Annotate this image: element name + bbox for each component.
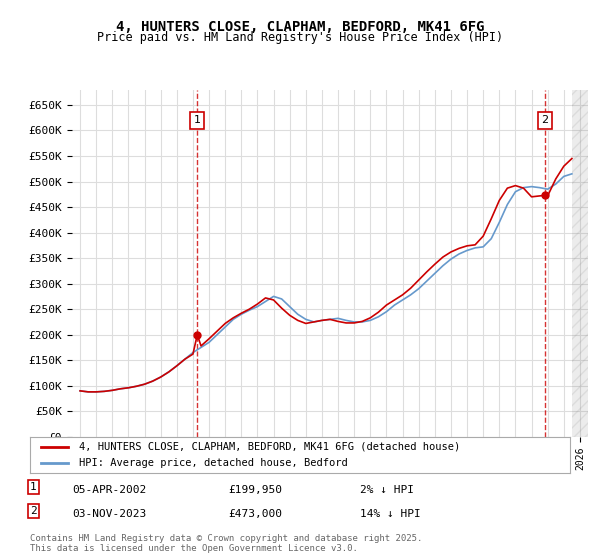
Text: 4, HUNTERS CLOSE, CLAPHAM, BEDFORD, MK41 6FG: 4, HUNTERS CLOSE, CLAPHAM, BEDFORD, MK41… [116,20,484,34]
Text: 14% ↓ HPI: 14% ↓ HPI [360,509,421,519]
Text: 1: 1 [194,115,201,125]
Text: 1: 1 [30,482,37,492]
Text: £473,000: £473,000 [228,509,282,519]
Text: Price paid vs. HM Land Registry's House Price Index (HPI): Price paid vs. HM Land Registry's House … [97,31,503,44]
Text: HPI: Average price, detached house, Bedford: HPI: Average price, detached house, Bedf… [79,458,347,468]
Text: 2% ↓ HPI: 2% ↓ HPI [360,485,414,495]
Text: £199,950: £199,950 [228,485,282,495]
Text: Contains HM Land Registry data © Crown copyright and database right 2025.
This d: Contains HM Land Registry data © Crown c… [30,534,422,553]
Text: 2: 2 [30,506,37,516]
Text: 2: 2 [542,115,548,125]
Text: 4, HUNTERS CLOSE, CLAPHAM, BEDFORD, MK41 6FG (detached house): 4, HUNTERS CLOSE, CLAPHAM, BEDFORD, MK41… [79,442,460,452]
Text: 05-APR-2002: 05-APR-2002 [72,485,146,495]
Text: 03-NOV-2023: 03-NOV-2023 [72,509,146,519]
